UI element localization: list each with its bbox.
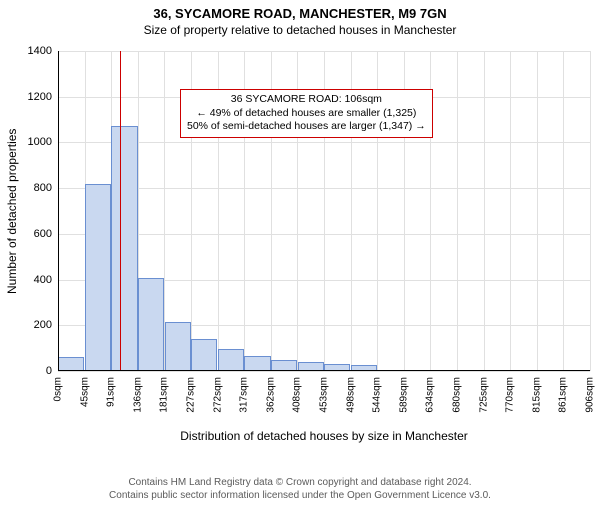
ytick-label: 1200 xyxy=(28,91,52,103)
footer-attribution: Contains HM Land Registry data © Crown c… xyxy=(0,477,600,502)
annotation-box: 36 SYCAMORE ROAD: 106sqm← 49% of detache… xyxy=(180,89,433,138)
chart-title-sub: Size of property relative to detached ho… xyxy=(0,23,600,37)
histogram-bar xyxy=(58,357,84,371)
footer-line-1: Contains HM Land Registry data © Crown c… xyxy=(0,477,600,490)
histogram-bar xyxy=(244,356,270,371)
gridline-v xyxy=(457,51,458,371)
ytick-label: 800 xyxy=(34,182,52,194)
gridline-v xyxy=(484,51,485,371)
gridline-v xyxy=(510,51,511,371)
gridline-v xyxy=(537,51,538,371)
xtick-label: 227sqm xyxy=(186,377,197,413)
xtick-label: 136sqm xyxy=(132,377,143,413)
gridline-v xyxy=(590,51,591,371)
histogram-bar xyxy=(191,339,217,371)
xtick-label: 770sqm xyxy=(505,377,516,413)
histogram-bar xyxy=(218,349,244,371)
xtick-label: 272sqm xyxy=(212,377,223,413)
histogram-bar xyxy=(165,322,191,371)
gridline-v xyxy=(563,51,564,371)
gridline-h xyxy=(58,371,590,372)
xtick-label: 589sqm xyxy=(398,377,409,413)
histogram-bar xyxy=(85,184,111,371)
xtick-label: 906sqm xyxy=(585,377,596,413)
xtick-label: 498sqm xyxy=(345,377,356,413)
xtick-label: 861sqm xyxy=(558,377,569,413)
xtick-label: 815sqm xyxy=(531,377,542,413)
xtick-label: 91sqm xyxy=(106,377,117,407)
plot-area: 02004006008001000120014000sqm45sqm91sqm1… xyxy=(58,51,590,371)
xtick-label: 544sqm xyxy=(372,377,383,413)
annotation-line: ← 49% of detached houses are smaller (1,… xyxy=(187,107,426,121)
histogram-bar xyxy=(111,126,137,371)
x-axis-line xyxy=(58,370,590,371)
xtick-label: 634sqm xyxy=(425,377,436,413)
xtick-label: 453sqm xyxy=(319,377,330,413)
xtick-label: 408sqm xyxy=(292,377,303,413)
annotation-line: 36 SYCAMORE ROAD: 106sqm xyxy=(187,93,426,107)
footer-line-2: Contains public sector information licen… xyxy=(0,490,600,503)
chart-container: 0 200 400 600 800 1000 1200 1400 0sqm 45sqm 91sqm 1… xyxy=(0,41,600,441)
ytick-label: 200 xyxy=(34,319,52,331)
ytick-label: 1400 xyxy=(28,45,52,57)
y-axis-label: Number of detached properties xyxy=(5,128,19,293)
property-marker-line xyxy=(120,51,121,371)
xtick-label: 680sqm xyxy=(452,377,463,413)
xtick-label: 45sqm xyxy=(79,377,90,407)
histogram-bar xyxy=(138,278,164,371)
xtick-label: 317sqm xyxy=(239,377,250,413)
xtick-label: 181sqm xyxy=(159,377,170,413)
ytick-label: 600 xyxy=(34,228,52,240)
chart-title-main: 36, SYCAMORE ROAD, MANCHESTER, M9 7GN xyxy=(0,6,600,21)
xtick-label: 725sqm xyxy=(478,377,489,413)
xtick-label: 362sqm xyxy=(265,377,276,413)
annotation-line: 50% of semi-detached houses are larger (… xyxy=(187,120,426,134)
ytick-label: 400 xyxy=(34,274,52,286)
ytick-label: 0 xyxy=(46,365,52,377)
x-axis-label: Distribution of detached houses by size … xyxy=(58,429,590,443)
y-axis-line xyxy=(58,51,59,371)
xtick-label: 0sqm xyxy=(53,377,64,401)
ytick-label: 1000 xyxy=(28,136,52,148)
